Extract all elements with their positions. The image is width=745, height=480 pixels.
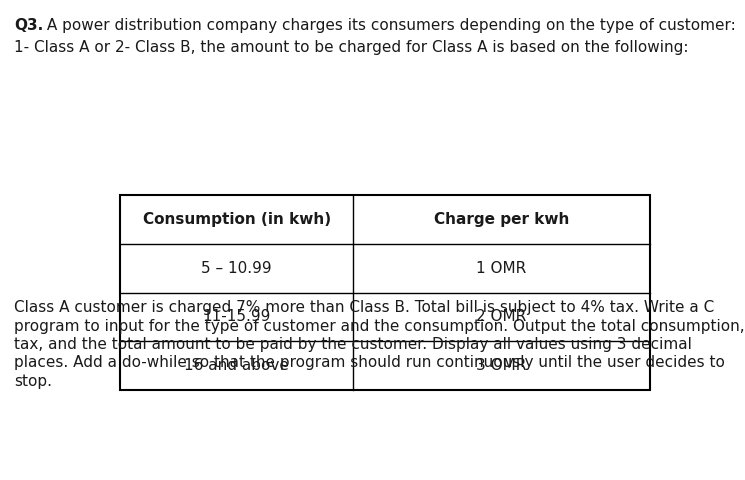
Text: Consumption (in kwh): Consumption (in kwh): [142, 212, 331, 227]
Text: 16 and above: 16 and above: [184, 358, 289, 373]
Text: 11-15.99: 11-15.99: [203, 310, 270, 324]
Text: 1- Class A or 2- Class B, the amount to be charged for Class A is based on the f: 1- Class A or 2- Class B, the amount to …: [14, 40, 688, 55]
Text: stop.: stop.: [14, 374, 52, 389]
Text: 3 OMR: 3 OMR: [476, 358, 527, 373]
Text: Class A customer is charged 7% more than Class B. Total bill is subject to 4% ta: Class A customer is charged 7% more than…: [14, 300, 714, 315]
Text: places. Add a do-while so that the program should run continuously until the use: places. Add a do-while so that the progr…: [14, 356, 725, 371]
Bar: [120, 195, 650, 390]
Text: program to input for the type of customer and the consumption. Output the total : program to input for the type of custome…: [14, 319, 744, 334]
Text: tax, and the total amount to be paid by the customer. Display all values using 3: tax, and the total amount to be paid by …: [14, 337, 692, 352]
Text: 5 – 10.99: 5 – 10.99: [201, 261, 272, 276]
Text: 1 OMR: 1 OMR: [477, 261, 527, 276]
Text: A power distribution company charges its consumers depending on the type of cust: A power distribution company charges its…: [42, 18, 736, 33]
Text: Q3.: Q3.: [14, 18, 43, 33]
Text: 2 OMR: 2 OMR: [477, 310, 527, 324]
Text: Charge per kwh: Charge per kwh: [434, 212, 569, 227]
